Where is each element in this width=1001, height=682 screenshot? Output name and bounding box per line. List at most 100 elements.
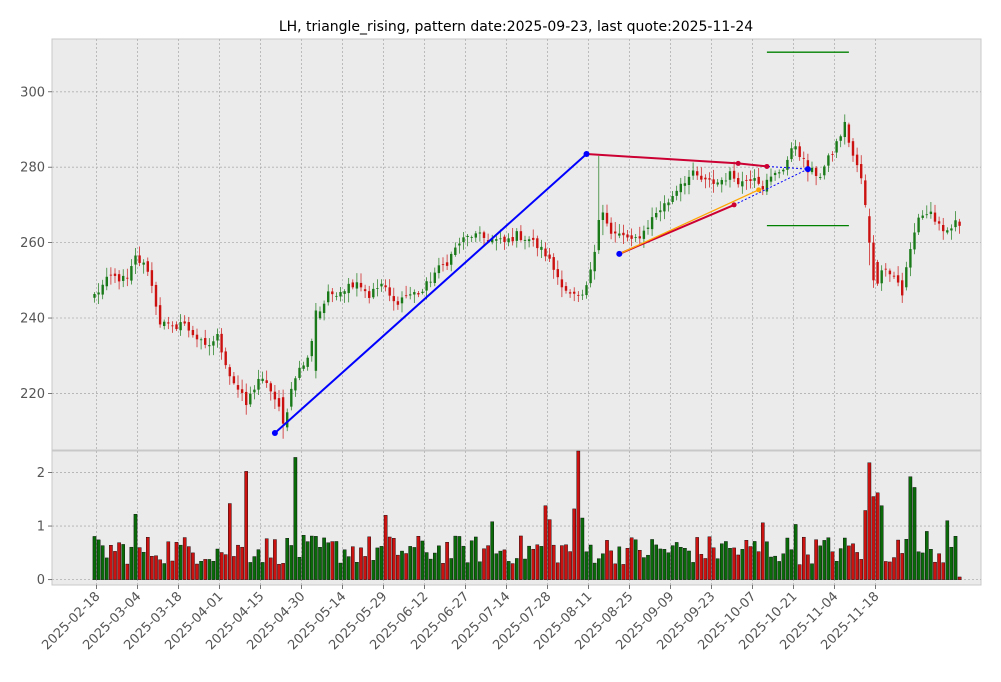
volume-bar	[498, 550, 503, 580]
volume-bar	[949, 546, 954, 580]
candle-body	[577, 294, 580, 296]
volume-bar	[867, 462, 872, 580]
volume-bar	[724, 541, 728, 580]
candle-body	[404, 295, 408, 297]
candle-body	[179, 322, 182, 331]
volume-bar	[293, 457, 298, 580]
candle-body	[93, 293, 96, 298]
candle-body	[708, 178, 711, 180]
volume-bar	[182, 537, 187, 580]
candle-body	[388, 287, 391, 296]
volume-bar	[474, 536, 478, 580]
candle-body	[183, 321, 186, 324]
candle-body	[823, 166, 826, 176]
volume-bar	[252, 556, 257, 580]
volume-bar	[896, 539, 900, 580]
candle-body	[306, 357, 309, 367]
candle-body	[872, 242, 875, 281]
candle-body	[876, 261, 879, 284]
trend-line-blue	[274, 153, 588, 434]
volume-bar	[834, 561, 839, 580]
volume-bar	[494, 553, 499, 580]
volume-bar	[900, 553, 904, 580]
volume-bar	[707, 536, 712, 580]
candle-body	[142, 262, 145, 265]
candle-body	[819, 177, 822, 178]
volume-bar	[629, 537, 634, 580]
volume-bar	[957, 576, 962, 580]
candle-body	[146, 261, 149, 272]
candle-body	[195, 334, 199, 340]
volume-bar	[625, 548, 630, 580]
candle-body	[896, 275, 900, 283]
volume-bar	[506, 561, 511, 580]
volume-bar	[674, 542, 679, 580]
volume-bar	[461, 545, 466, 580]
volume-bar	[219, 552, 224, 580]
candle-body	[851, 141, 855, 156]
candle-body	[761, 186, 764, 190]
candle-body	[368, 291, 371, 298]
candle-body	[589, 269, 592, 284]
candle-body	[634, 237, 637, 238]
volume-bar	[601, 553, 605, 580]
volume-bar	[847, 545, 851, 580]
volume-bar	[420, 540, 425, 580]
candle-body	[224, 351, 227, 366]
volume-bar	[756, 551, 761, 580]
candle-body	[314, 310, 318, 371]
volume-bar	[953, 536, 958, 580]
candle-body	[901, 280, 904, 296]
volume-bar	[113, 551, 117, 580]
candle-body	[302, 365, 305, 369]
candle-body	[560, 279, 564, 288]
candle-body	[597, 219, 600, 251]
volume-bar	[683, 548, 687, 580]
volume-bar	[96, 539, 101, 580]
volume-bar	[281, 563, 285, 580]
volume-bar	[888, 561, 892, 580]
volume-bar	[400, 550, 404, 580]
volume-bar	[547, 519, 552, 580]
volume-bar	[490, 521, 495, 580]
volume-bar	[453, 535, 458, 580]
volume-bar	[711, 547, 716, 580]
candle-body	[749, 179, 752, 181]
candle-body	[134, 255, 137, 265]
volume-bar	[810, 563, 814, 580]
volume-tick-label: 0	[37, 573, 45, 588]
candle-body	[798, 146, 801, 158]
candle-body	[495, 239, 498, 241]
volume-bar	[199, 561, 203, 580]
candle-body	[843, 121, 846, 138]
candle-body	[253, 389, 256, 393]
candle-body	[499, 238, 502, 240]
volume-bar	[256, 549, 261, 580]
candle-body	[454, 247, 457, 256]
volume-bar	[244, 471, 249, 580]
candle-body	[503, 236, 506, 242]
candle-body	[667, 202, 670, 206]
candle-body	[532, 237, 535, 240]
candle-body	[573, 291, 576, 294]
candle-body	[109, 274, 113, 276]
candle-body	[909, 249, 912, 268]
volume-bar	[314, 536, 318, 580]
volume-bar	[703, 558, 708, 580]
candle-body	[273, 391, 277, 400]
volume-bar	[346, 556, 351, 580]
candle-body	[552, 257, 555, 270]
volume-bar	[691, 562, 695, 580]
volume-bar	[379, 546, 384, 580]
candle-body	[372, 288, 375, 298]
candle-body	[831, 154, 834, 155]
volume-bar	[223, 554, 228, 580]
candle-body	[458, 243, 461, 246]
volume-bar	[679, 546, 683, 580]
candle-body	[265, 380, 268, 384]
candle-body	[240, 389, 244, 393]
volume-bar	[322, 537, 326, 580]
candle-body	[462, 237, 465, 243]
volume-bar	[908, 476, 913, 580]
candle-body	[773, 172, 777, 176]
